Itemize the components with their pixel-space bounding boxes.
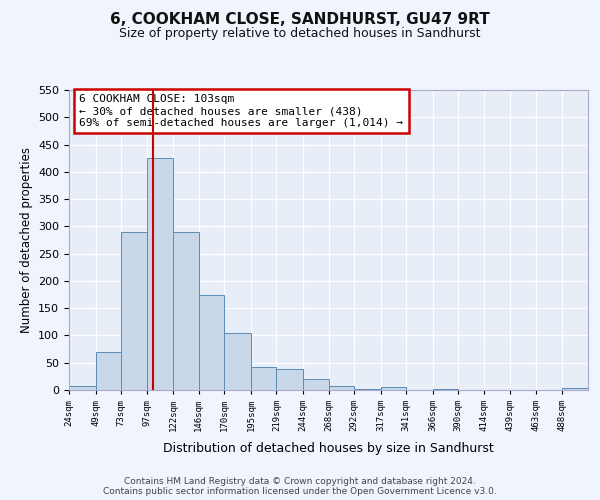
Bar [95,352,121,390]
Text: Contains HM Land Registry data © Crown copyright and database right 2024.: Contains HM Land Registry data © Crown c… [124,476,476,486]
Text: Contains public sector information licensed under the Open Government Licence v3: Contains public sector information licen… [103,486,497,496]
Bar [251,366,277,390]
Text: Size of property relative to detached houses in Sandhurst: Size of property relative to detached ho… [119,28,481,40]
Y-axis label: Number of detached properties: Number of detached properties [20,147,32,333]
Text: 6 COOKHAM CLOSE: 103sqm
← 30% of detached houses are smaller (438)
69% of semi-d: 6 COOKHAM CLOSE: 103sqm ← 30% of detache… [79,94,403,128]
Bar [173,232,199,390]
X-axis label: Distribution of detached houses by size in Sandhurst: Distribution of detached houses by size … [163,442,494,456]
Bar [224,332,251,390]
Bar [329,386,354,390]
Text: 6, COOKHAM CLOSE, SANDHURST, GU47 9RT: 6, COOKHAM CLOSE, SANDHURST, GU47 9RT [110,12,490,28]
Bar [146,158,173,390]
Bar [380,388,406,390]
Bar [303,379,329,390]
Bar [69,386,95,390]
Bar [277,370,303,390]
Bar [562,388,588,390]
Bar [354,389,380,390]
Bar [199,294,224,390]
Bar [121,232,146,390]
